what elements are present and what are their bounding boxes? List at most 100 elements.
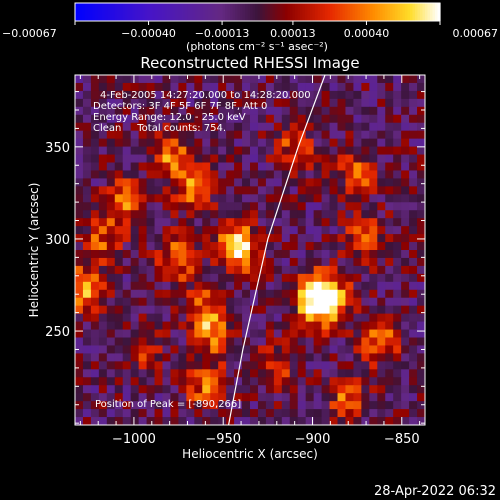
- heatmap-cell: [361, 361, 370, 370]
- heatmap-cell: [361, 297, 370, 307]
- y-tick-label: 350: [45, 141, 70, 156]
- heatmap-cell: [250, 82, 259, 92]
- heatmap-cell: [329, 321, 338, 331]
- heatmap-cell: [242, 385, 251, 394]
- heatmap-cell: [122, 257, 132, 267]
- heatmap-cell: [162, 273, 171, 283]
- heatmap-cell: [369, 345, 378, 354]
- heatmap-cell: [106, 257, 116, 267]
- heatmap-cell: [377, 281, 386, 291]
- heatmap-cell: [98, 337, 108, 346]
- heatmap-cell: [345, 210, 354, 219]
- heatmap-cell: [369, 170, 378, 179]
- heatmap-cell: [122, 337, 132, 346]
- heatmap-cell: [162, 242, 171, 251]
- heatmap-cell: [138, 313, 148, 323]
- heatmap-cell: [265, 242, 275, 251]
- heatmap-cell: [146, 178, 156, 187]
- heatmap-cell: [265, 329, 275, 338]
- heatmap-cell: [353, 98, 362, 108]
- heatmap-cell: [417, 178, 425, 187]
- heatmap-cell: [202, 273, 211, 283]
- heatmap-cell: [202, 202, 211, 211]
- heatmap-cell: [385, 138, 394, 148]
- colorbar-cell: [405, 3, 409, 21]
- heatmap-cell: [218, 329, 227, 338]
- colorbar-cell: [390, 3, 394, 21]
- heatmap-cell: [154, 250, 163, 259]
- heatmap-cell: [154, 329, 163, 338]
- heatmap-cell: [361, 114, 370, 124]
- heatmap-cell: [234, 75, 243, 84]
- heatmap-cell: [297, 178, 307, 187]
- colorbar-cell: [162, 3, 166, 21]
- heatmap-cell: [242, 401, 251, 410]
- heatmap-cell: [122, 210, 132, 219]
- heatmap-cell: [106, 273, 116, 283]
- heatmap-cell: [114, 194, 124, 203]
- heatmap-cell: [393, 178, 402, 187]
- heatmap-cell: [393, 353, 402, 362]
- heatmap-cell: [401, 337, 410, 346]
- heatmap-cell: [409, 297, 418, 307]
- colorbar-cell: [250, 3, 254, 21]
- heatmap-cell: [305, 138, 315, 148]
- heatmap-cell: [90, 337, 100, 346]
- heatmap-cell: [377, 218, 386, 227]
- heatmap-cell: [250, 281, 259, 291]
- heatmap-cell: [369, 393, 378, 402]
- heatmap-cell: [417, 75, 425, 84]
- heatmap-cell: [289, 377, 299, 386]
- heatmap-cell: [154, 313, 163, 323]
- heatmap-cell: [401, 281, 410, 291]
- heatmap-cell: [194, 130, 203, 140]
- heatmap-cell: [361, 265, 370, 275]
- heatmap-cell: [122, 130, 132, 140]
- heatmap-cell: [361, 385, 370, 394]
- heatmap-cell: [417, 313, 425, 323]
- heatmap-cell: [361, 250, 370, 259]
- heatmap-cell: [369, 369, 378, 378]
- heatmap-cell: [234, 417, 243, 425]
- heatmap-cell: [138, 353, 148, 362]
- heatmap-cell: [385, 234, 394, 243]
- heatmap-cell: [154, 130, 163, 140]
- heatmap-cell: [146, 353, 156, 362]
- heatmap-cell: [345, 305, 354, 315]
- heatmap-cell: [417, 194, 425, 203]
- heatmap-cell: [345, 281, 354, 291]
- heatmap-cell: [122, 98, 132, 108]
- heatmap-cell: [138, 178, 148, 187]
- heatmap-cell: [170, 393, 179, 402]
- heatmap-cell: [313, 218, 323, 227]
- heatmap-cell: [210, 186, 219, 195]
- heatmap-cell: [417, 226, 425, 235]
- heatmap-cell: [138, 265, 148, 275]
- heatmap-cell: [393, 234, 402, 243]
- heatmap-cell: [417, 202, 425, 211]
- heatmap-cell: [186, 210, 195, 219]
- heatmap-cell: [281, 321, 291, 331]
- heatmap-cell: [210, 377, 219, 386]
- colorbar-cell: [230, 3, 234, 21]
- heatmap-cell: [218, 369, 227, 378]
- heatmap-cell: [218, 170, 227, 179]
- heatmap-cell: [210, 329, 219, 338]
- heatmap-cell: [154, 242, 163, 251]
- heatmap-cell: [90, 114, 100, 124]
- heatmap-cell: [138, 130, 148, 140]
- heatmap-cell: [234, 218, 243, 227]
- heatmap-cell: [154, 226, 163, 235]
- colorbar-cell: [385, 3, 389, 21]
- heatmap-cell: [130, 250, 140, 259]
- heatmap-cell: [178, 257, 187, 267]
- heatmap-cell: [369, 417, 378, 425]
- heatmap-cell: [82, 226, 92, 235]
- heatmap-cell: [305, 273, 315, 283]
- colorbar-cell: [370, 3, 374, 21]
- heatmap-cell: [337, 106, 346, 116]
- heatmap-cell: [393, 218, 402, 227]
- heatmap-cell: [281, 393, 291, 402]
- heatmap-cell: [130, 337, 140, 346]
- heatmap-cell: [234, 210, 243, 219]
